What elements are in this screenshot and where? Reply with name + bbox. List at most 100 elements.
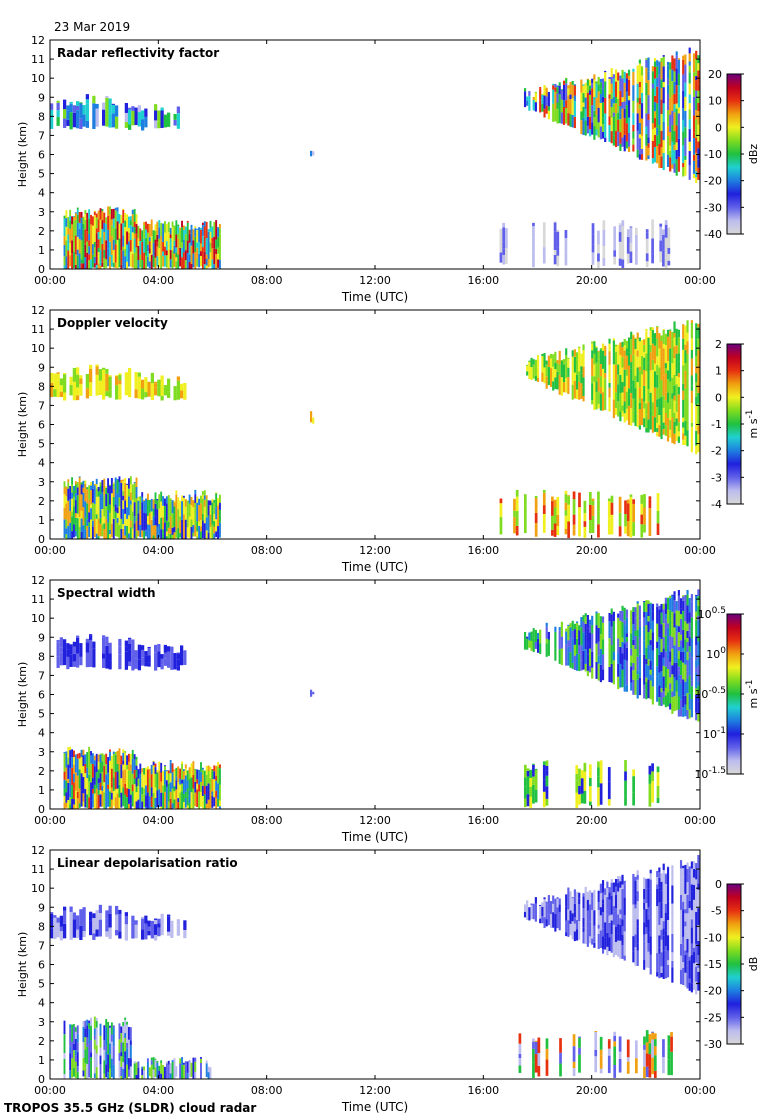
colorbar-tick-label: 10-0.5	[694, 686, 726, 701]
colorbar-tick-label: 100.5	[698, 606, 726, 621]
y-tick-label: 9	[38, 91, 45, 104]
colorbar-scale	[726, 73, 742, 235]
y-tick-label: 11	[31, 863, 45, 876]
colorbar-unit: m s-1	[745, 410, 760, 439]
y-tick-label: 7	[38, 669, 45, 682]
data-field	[50, 320, 700, 539]
y-axis-label: Height (km)	[16, 662, 29, 728]
y-tick-label: 12	[31, 574, 45, 587]
colorbar-tick-label: 2	[715, 338, 722, 351]
colorbar: 2 1 0 -1 -2 -3 -4 m s-1	[711, 338, 760, 511]
panel-title: Linear depolarisation ratio	[57, 856, 238, 870]
y-tick-label: 2	[38, 765, 45, 778]
panel-title: Spectral width	[57, 586, 156, 600]
x-tick-label: 12:00	[359, 544, 391, 557]
colorbar-tick-label: -3	[711, 471, 722, 484]
colorbar-tick-label: -20	[704, 985, 722, 998]
y-tick-label: 9	[38, 361, 45, 374]
y-axis-label: Height (km)	[16, 392, 29, 458]
x-tick-label: 04:00	[142, 814, 174, 827]
x-tick-label: 20:00	[576, 814, 608, 827]
panel-title: Doppler velocity	[57, 316, 168, 330]
colorbar: 100.5 100 10-0.5 10-1 10-1.5 m s-1	[694, 606, 760, 781]
y-tick-label: 6	[38, 689, 45, 702]
y-axis-label: Height (km)	[16, 122, 29, 188]
x-tick-label: 16:00	[467, 544, 499, 557]
page-date: 23 Mar 2019	[54, 20, 131, 34]
y-tick-label: 6	[38, 149, 45, 162]
x-tick-label: 00:00	[34, 544, 66, 557]
colorbar-unit: m s-1	[745, 680, 760, 709]
y-tick-label: 2	[38, 495, 45, 508]
x-tick-label: 00:00	[684, 1084, 716, 1097]
y-tick-label: 4	[38, 187, 45, 200]
y-tick-label: 6	[38, 419, 45, 432]
y-tick-label: 5	[38, 168, 45, 181]
x-axis-label: Time (UTC)	[341, 290, 408, 304]
y-tick-label: 11	[31, 323, 45, 336]
x-tick-label: 00:00	[34, 814, 66, 827]
colorbar-scale	[726, 613, 742, 775]
x-tick-label: 20:00	[576, 274, 608, 287]
x-tick-label: 08:00	[251, 1084, 283, 1097]
x-tick-label: 00:00	[34, 1084, 66, 1097]
x-tick-label: 00:00	[684, 814, 716, 827]
y-tick-label: 4	[38, 727, 45, 740]
data-field	[50, 47, 700, 269]
y-tick-label: 7	[38, 129, 45, 142]
y-tick-label: 4	[38, 457, 45, 470]
y-tick-label: 7	[38, 939, 45, 952]
colorbar-tick-label: -30	[704, 1038, 722, 1051]
colorbar-tick-label: 10	[708, 95, 722, 108]
data-field	[50, 854, 700, 1079]
y-tick-label: 3	[38, 746, 45, 759]
y-tick-label: 0	[38, 533, 45, 546]
colorbar-scale	[726, 343, 742, 505]
x-tick-label: 16:00	[467, 1084, 499, 1097]
x-tick-label: 08:00	[251, 814, 283, 827]
colorbar: 20 10 0 -10 -20 -30 -40 dBz	[704, 68, 760, 241]
y-tick-label: 0	[38, 803, 45, 816]
x-tick-label: 12:00	[359, 814, 391, 827]
colorbar-tick-label: 20	[708, 68, 722, 81]
y-tick-label: 8	[38, 920, 45, 933]
y-tick-label: 5	[38, 438, 45, 451]
y-tick-label: 9	[38, 631, 45, 644]
y-tick-label: 3	[38, 206, 45, 219]
y-tick-label: 10	[31, 882, 45, 895]
colorbar-tick-label: -5	[711, 905, 722, 918]
y-tick-label: 5	[38, 978, 45, 991]
x-tick-label: 16:00	[467, 274, 499, 287]
colorbar-tick-label: -20	[704, 175, 722, 188]
y-tick-label: 2	[38, 1035, 45, 1048]
y-tick-label: 1	[38, 784, 45, 797]
colorbar: 0 -5 -10 -15 -20 -25 -30 dB	[704, 878, 760, 1051]
y-tick-label: 8	[38, 110, 45, 123]
y-tick-label: 3	[38, 476, 45, 489]
x-tick-label: 00:00	[684, 274, 716, 287]
y-tick-label: 10	[31, 342, 45, 355]
colorbar-tick-label: -10	[704, 931, 722, 944]
y-tick-label: 11	[31, 593, 45, 606]
y-tick-label: 0	[38, 1073, 45, 1086]
colorbar-unit: dB	[747, 957, 760, 972]
colorbar-tick-label: -10	[704, 148, 722, 161]
y-tick-label: 10	[31, 72, 45, 85]
colorbar-tick-label: -2	[711, 445, 722, 458]
y-tick-label: 1	[38, 1054, 45, 1067]
colorbar-tick-label: 0	[715, 391, 722, 404]
panel-title: Radar reflectivity factor	[57, 46, 219, 60]
colorbar-scale	[726, 883, 742, 1045]
y-tick-label: 5	[38, 708, 45, 721]
x-axis-label: Time (UTC)	[341, 1100, 408, 1114]
colorbar-tick-label: 0	[715, 121, 722, 134]
y-tick-label: 8	[38, 650, 45, 663]
x-axis-label: Time (UTC)	[341, 560, 408, 574]
y-tick-label: 6	[38, 959, 45, 972]
footer-caption: TROPOS 35.5 GHz (SLDR) cloud radar	[4, 1101, 257, 1115]
y-axis-label: Height (km)	[16, 932, 29, 998]
x-tick-label: 04:00	[142, 1084, 174, 1097]
